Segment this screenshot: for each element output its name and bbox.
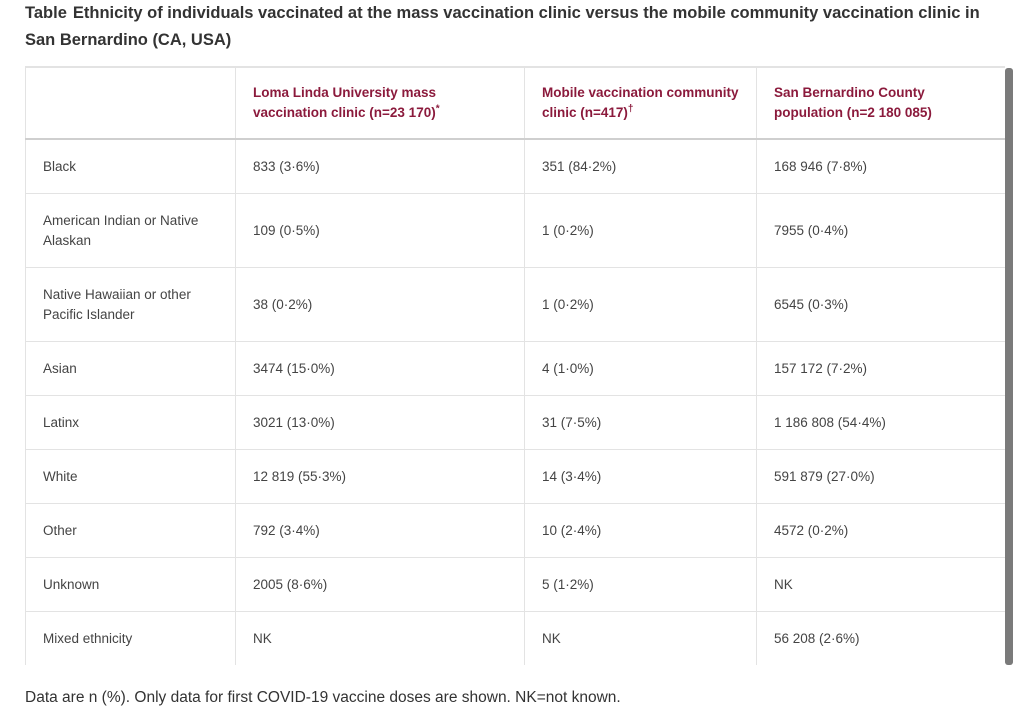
table-footnote: Data are n (%). Only data for first COVI… bbox=[25, 689, 621, 706]
header-row: Loma Linda University mass vaccination c… bbox=[25, 66, 1005, 140]
row-label: Asian bbox=[25, 341, 236, 396]
table-cell: 792 (3·4%) bbox=[235, 503, 525, 558]
table-cell: 168 946 (7·8%) bbox=[756, 138, 1005, 194]
table-cell: NK bbox=[524, 611, 757, 665]
table-row: Asian 3474 (15·0%) 4 (1·0%) 157 172 (7·2… bbox=[25, 341, 1005, 396]
row-label: Unknown bbox=[25, 557, 236, 612]
table-scrollbar[interactable] bbox=[1005, 68, 1013, 665]
table-row: Other 792 (3·4%) 10 (2·4%) 4572 (0·2%) bbox=[25, 503, 1005, 558]
table-cell: 14 (3·4%) bbox=[524, 449, 757, 504]
header-cell-label bbox=[25, 66, 236, 140]
header-cell-mass-clinic: Loma Linda University mass vaccination c… bbox=[235, 66, 525, 140]
table-cell: 1 186 808 (54·4%) bbox=[756, 395, 1005, 450]
row-label: White bbox=[25, 449, 236, 504]
table-row: American Indian or Native Alaskan 109 (0… bbox=[25, 193, 1005, 268]
table-cell: 351 (84·2%) bbox=[524, 138, 757, 194]
table-cell: 6545 (0·3%) bbox=[756, 267, 1005, 342]
table-cell: 157 172 (7·2%) bbox=[756, 341, 1005, 396]
table-cell: 4 (1·0%) bbox=[524, 341, 757, 396]
table-container[interactable]: Loma Linda University mass vaccination c… bbox=[25, 66, 1005, 665]
row-label: Other bbox=[25, 503, 236, 558]
table-cell: NK bbox=[235, 611, 525, 665]
table-cell: 833 (3·6%) bbox=[235, 138, 525, 194]
table-cell: 1 (0·2%) bbox=[524, 193, 757, 268]
ethnicity-table: Loma Linda University mass vaccination c… bbox=[25, 66, 1005, 665]
caption-label: Table bbox=[25, 4, 67, 22]
table-cell: 3474 (15·0%) bbox=[235, 341, 525, 396]
table-cell: NK bbox=[756, 557, 1005, 612]
table-cell: 5 (1·2%) bbox=[524, 557, 757, 612]
row-label: Native Hawaiian or other Pacific Islande… bbox=[25, 267, 236, 342]
footnote-mark[interactable]: † bbox=[627, 103, 634, 115]
table-cell: 4572 (0·2%) bbox=[756, 503, 1005, 558]
table-cell: 1 (0·2%) bbox=[524, 267, 757, 342]
row-label: Mixed ethnicity bbox=[25, 611, 236, 665]
table-row: Latinx 3021 (13·0%) 31 (7·5%) 1 186 808 … bbox=[25, 395, 1005, 450]
row-label: American Indian or Native Alaskan bbox=[25, 193, 236, 268]
header-cell-county-population: San Bernardino County population (n=2 18… bbox=[756, 66, 1005, 140]
table-cell: 3021 (13·0%) bbox=[235, 395, 525, 450]
row-label: Black bbox=[25, 138, 236, 194]
row-label: Latinx bbox=[25, 395, 236, 450]
caption-text: Ethnicity of individuals vaccinated at t… bbox=[25, 4, 980, 49]
table-row: White 12 819 (55·3%) 14 (3·4%) 591 879 (… bbox=[25, 449, 1005, 504]
table-row: Native Hawaiian or other Pacific Islande… bbox=[25, 267, 1005, 342]
table-row: Black 833 (3·6%) 351 (84·2%) 168 946 (7·… bbox=[25, 138, 1005, 194]
table-cell: 56 208 (2·6%) bbox=[756, 611, 1005, 665]
table-row: Mixed ethnicity NK NK 56 208 (2·6%) bbox=[25, 611, 1005, 665]
table-caption: Table Ethnicity of individuals vaccinated… bbox=[25, 0, 1000, 54]
table-cell: 12 819 (55·3%) bbox=[235, 449, 525, 504]
footnote-mark[interactable]: * bbox=[435, 103, 440, 115]
table-cell: 31 (7·5%) bbox=[524, 395, 757, 450]
header-cell-mobile-clinic: Mobile vaccination community clinic (n=4… bbox=[524, 66, 757, 140]
table-cell: 591 879 (27·0%) bbox=[756, 449, 1005, 504]
table-row: Unknown 2005 (8·6%) 5 (1·2%) NK bbox=[25, 557, 1005, 612]
table-cell: 2005 (8·6%) bbox=[235, 557, 525, 612]
table-cell: 10 (2·4%) bbox=[524, 503, 757, 558]
table-cell: 38 (0·2%) bbox=[235, 267, 525, 342]
scrollbar-thumb[interactable] bbox=[1005, 68, 1013, 665]
table-cell: 109 (0·5%) bbox=[235, 193, 525, 268]
table-cell: 7955 (0·4%) bbox=[756, 193, 1005, 268]
